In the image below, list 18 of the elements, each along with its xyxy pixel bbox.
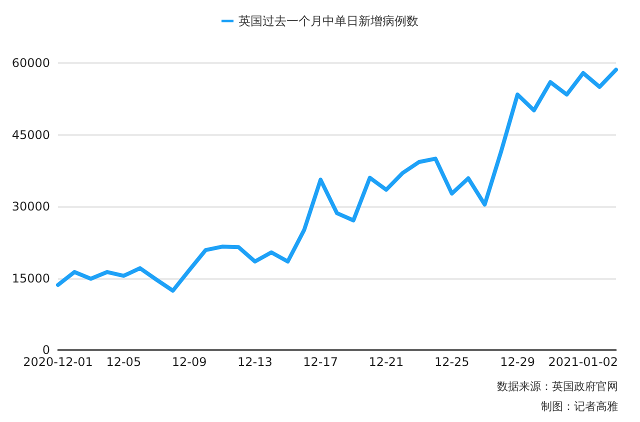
y-tick-label: 30000 (12, 200, 50, 214)
y-tick-label: 45000 (12, 128, 50, 142)
y-tick-label: 15000 (12, 271, 50, 286)
x-tick-label: 2020-12-01 (23, 355, 93, 369)
line-series (56, 68, 618, 293)
x-tick-label: 12-09 (172, 355, 207, 369)
x-tick-label: 12-25 (434, 355, 470, 369)
source-note: 数据来源：英国政府官网 (497, 380, 618, 393)
y-tick-label: 0 (42, 343, 50, 357)
x-tick-label: 12-17 (303, 355, 338, 369)
x-tick-label: 12-21 (368, 355, 404, 369)
legend-label: 英国过去一个月中单日新增病例数 (238, 14, 418, 28)
text: 制图：记者高雅 (541, 400, 618, 413)
x-tick-label: 12-29 (500, 355, 535, 369)
x-tick-label: 12-13 (238, 355, 272, 369)
x-tick-label: 2021-01-02 (548, 355, 618, 369)
x-tick-label: 12-05 (106, 355, 142, 369)
y-tick-label: 60000 (12, 56, 50, 70)
